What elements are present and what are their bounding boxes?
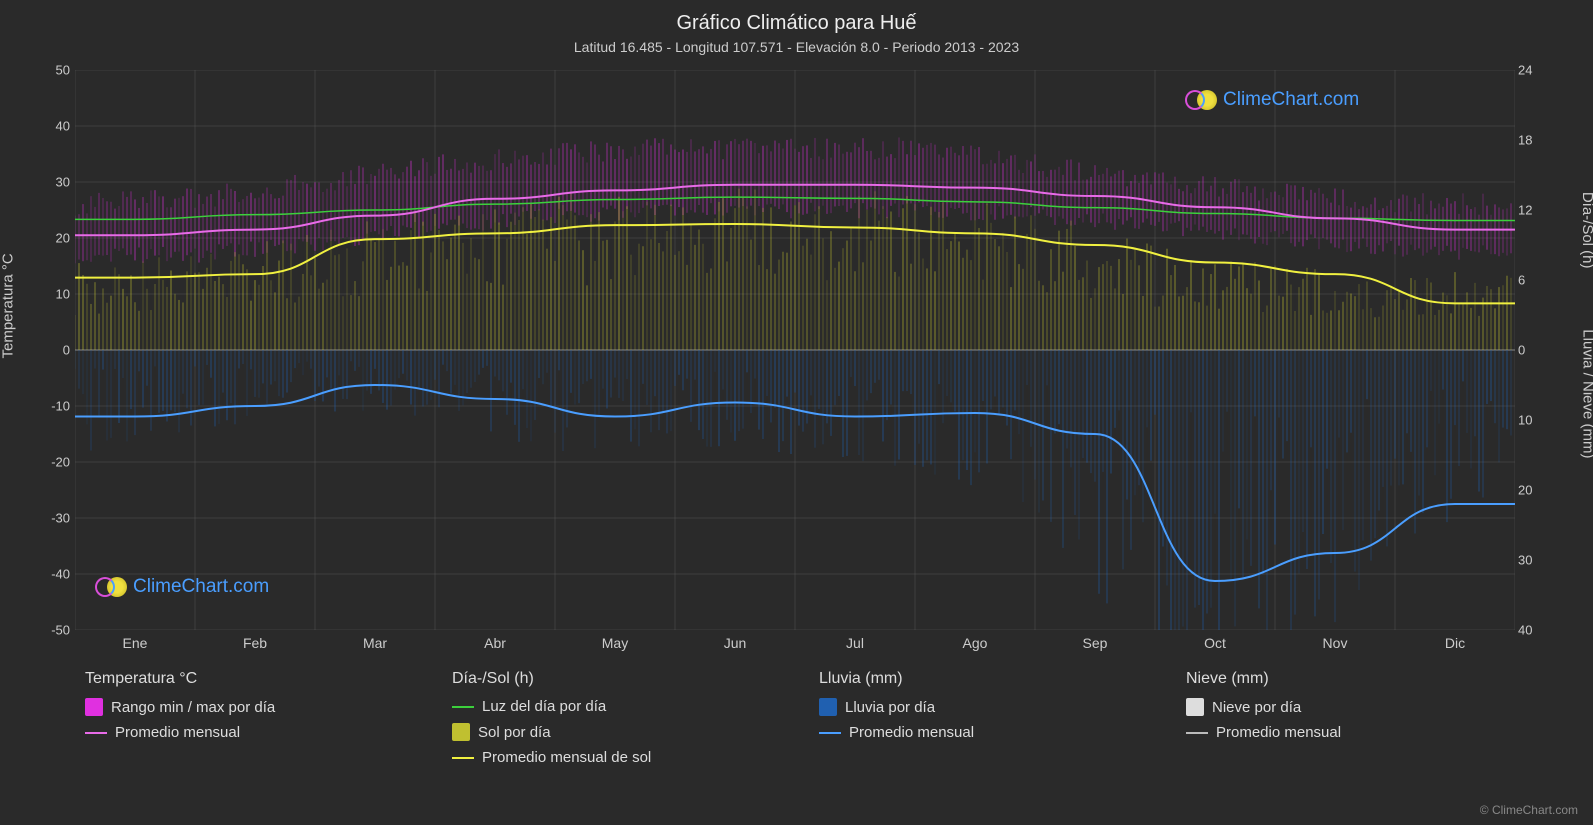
legend-swatch-icon [452,723,470,741]
x-tick-month: Jun [724,635,747,651]
watermark-logo-icon [1185,88,1217,112]
legend-label: Lluvia por día [845,699,935,716]
watermark-logo-icon [95,575,127,599]
legend-label: Luz del día por día [482,698,606,715]
y-tick-left: 50 [40,63,70,78]
legend-swatch-icon [819,698,837,716]
x-tick-month: Jul [846,635,864,651]
y-tick-right-top: 24 [1518,63,1543,78]
chart-subtitle: Latitud 16.485 - Longitud 107.571 - Elev… [0,35,1593,55]
legend-label: Rango min / max por día [111,699,275,716]
x-tick-month: Ago [963,635,988,651]
y-axis-right-bottom-label: Lluvia / Nieve (mm) [1580,329,1593,458]
y-tick-left: -30 [40,511,70,526]
x-tick-month: Mar [363,635,387,651]
legend-col-temperature: Temperatura °C Rango min / max por día Pr… [85,670,432,774]
plot-svg [75,70,1515,630]
y-tick-right-bottom: 10 [1518,413,1543,428]
chart-title: Gráfico Climático para Huế [0,0,1593,35]
y-tick-right-top: 0 [1518,343,1543,358]
legend-header: Nieve (mm) [1186,670,1533,688]
x-tick-month: Oct [1204,635,1226,651]
legend-line-icon [85,732,107,734]
legend-swatch-icon [1186,698,1204,716]
legend-header: Lluvia (mm) [819,670,1166,688]
legend-item: Promedio mensual de sol [452,749,799,766]
y-tick-left: 30 [40,175,70,190]
y-tick-left: 20 [40,231,70,246]
y-tick-left: -10 [40,399,70,414]
legend-item: Promedio mensual [1186,724,1533,741]
y-tick-right-top: 18 [1518,133,1543,148]
legend-item: Luz del día por día [452,698,799,715]
x-tick-month: Abr [484,635,506,651]
legend-label: Nieve por día [1212,699,1301,716]
x-tick-month: May [602,635,628,651]
y-axis-left-label: Temperatura °C [0,253,17,358]
legend-item: Lluvia por día [819,698,1166,716]
y-tick-left: -50 [40,623,70,638]
legend-label: Promedio mensual [1216,724,1341,741]
legend-item: Rango min / max por día [85,698,432,716]
x-tick-month: Ene [123,635,148,651]
legend-line-icon [452,706,474,708]
y-tick-left: -20 [40,455,70,470]
legend-item: Promedio mensual [819,724,1166,741]
x-tick-month: Sep [1083,635,1108,651]
legend-label: Promedio mensual de sol [482,749,651,766]
legend-header: Temperatura °C [85,670,432,688]
y-tick-right-bottom: 20 [1518,483,1543,498]
legend-line-icon [819,732,841,734]
y-tick-right-top: 12 [1518,203,1543,218]
legend-item: Sol por día [452,723,799,741]
y-tick-left: -40 [40,567,70,582]
legend-col-snow: Nieve (mm) Nieve por día Promedio mensual [1186,670,1533,774]
y-axis-right-top-label: Día-/Sol (h) [1580,192,1593,269]
legend-line-icon [1186,732,1208,734]
legend-line-icon [452,757,474,759]
y-tick-right-top: 6 [1518,273,1543,288]
copyright-text: © ClimeChart.com [1480,803,1578,817]
legend-swatch-icon [85,698,103,716]
y-tick-left: 0 [40,343,70,358]
x-tick-month: Feb [243,635,267,651]
legend-label: Sol por día [478,724,551,741]
legend: Temperatura °C Rango min / max por día Pr… [85,670,1533,774]
watermark-bottom: ClimeChart.com [95,575,269,599]
y-tick-right-bottom: 30 [1518,553,1543,568]
y-tick-right-bottom: 40 [1518,623,1543,638]
legend-label: Promedio mensual [849,724,974,741]
x-tick-month: Nov [1323,635,1348,651]
legend-label: Promedio mensual [115,724,240,741]
legend-item: Promedio mensual [85,724,432,741]
y-tick-left: 40 [40,119,70,134]
climate-chart: Gráfico Climático para Huế Latitud 16.48… [0,0,1593,825]
y-tick-left: 10 [40,287,70,302]
legend-item: Nieve por día [1186,698,1533,716]
x-tick-month: Dic [1445,635,1465,651]
watermark-top: ClimeChart.com [1185,88,1359,112]
watermark-text: ClimeChart.com [1223,89,1359,111]
legend-col-rain: Lluvia (mm) Lluvia por día Promedio mensu… [819,670,1166,774]
legend-col-daysun: Día-/Sol (h) Luz del día por día Sol por … [452,670,799,774]
legend-header: Día-/Sol (h) [452,670,799,688]
watermark-text: ClimeChart.com [133,576,269,598]
